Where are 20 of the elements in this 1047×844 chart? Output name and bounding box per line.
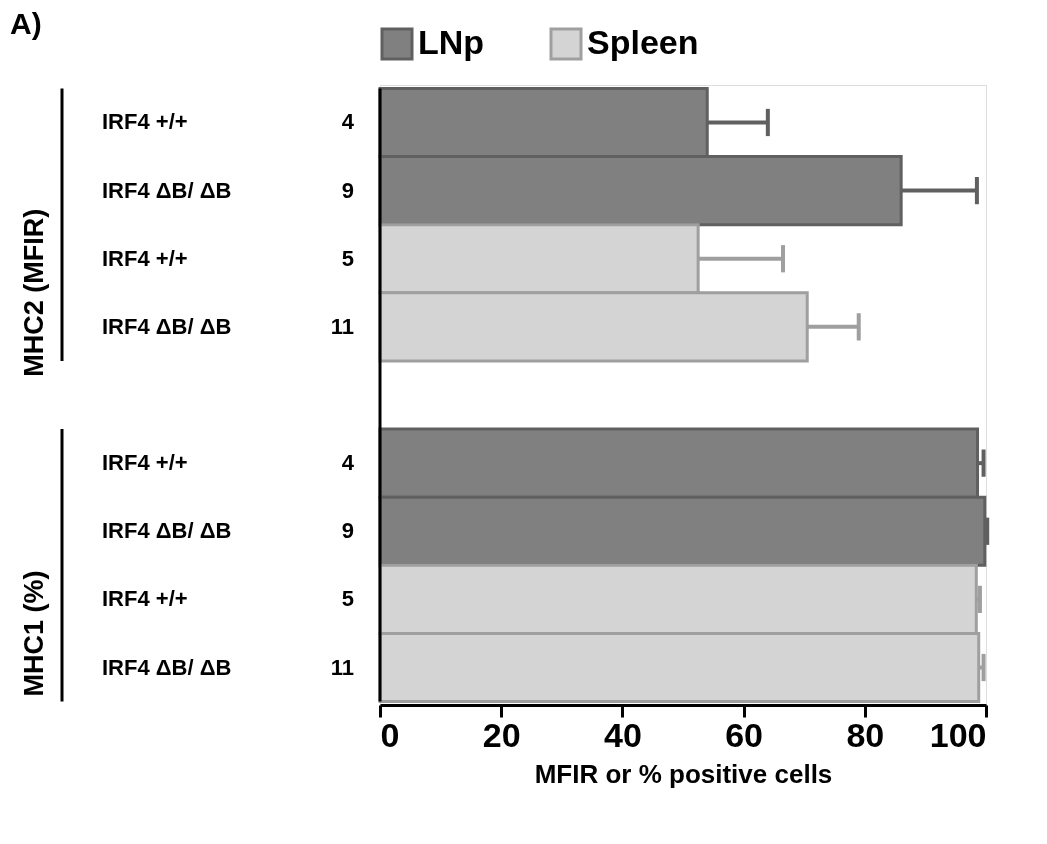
x-tick-label: 40: [603, 715, 642, 754]
category-label: IRF4 ΔB/ ΔB 9: [102, 518, 354, 544]
x-tick-label: 0: [380, 715, 400, 754]
category-label: IRF4 ΔB/ ΔB 11: [102, 654, 354, 680]
legend-label: Spleen: [587, 23, 699, 61]
category-label: IRF4 ΔB/ ΔB 11: [102, 313, 354, 339]
legend-label: LNp: [418, 23, 485, 61]
x-tick-label: 80: [846, 715, 885, 754]
category-label: IRF4 ΔB/ ΔB 9: [102, 177, 354, 203]
category-label: IRF4 +/+ 5: [102, 245, 354, 271]
x-tick-label: 20: [482, 715, 521, 754]
text: MHC1 (%): [19, 570, 49, 697]
text: A): [10, 7, 42, 40]
x-tick-label: 100: [929, 715, 987, 754]
x-tick-label: 60: [725, 715, 764, 754]
text: MHC2 (MFIR): [19, 208, 49, 377]
category-label: IRF4 +/+ 4: [102, 109, 354, 135]
category-label: IRF4 +/+ 5: [102, 586, 354, 612]
x-axis-title: MFIR or % positive cells: [534, 758, 833, 789]
category-label: IRF4 +/+ 4: [102, 450, 354, 476]
